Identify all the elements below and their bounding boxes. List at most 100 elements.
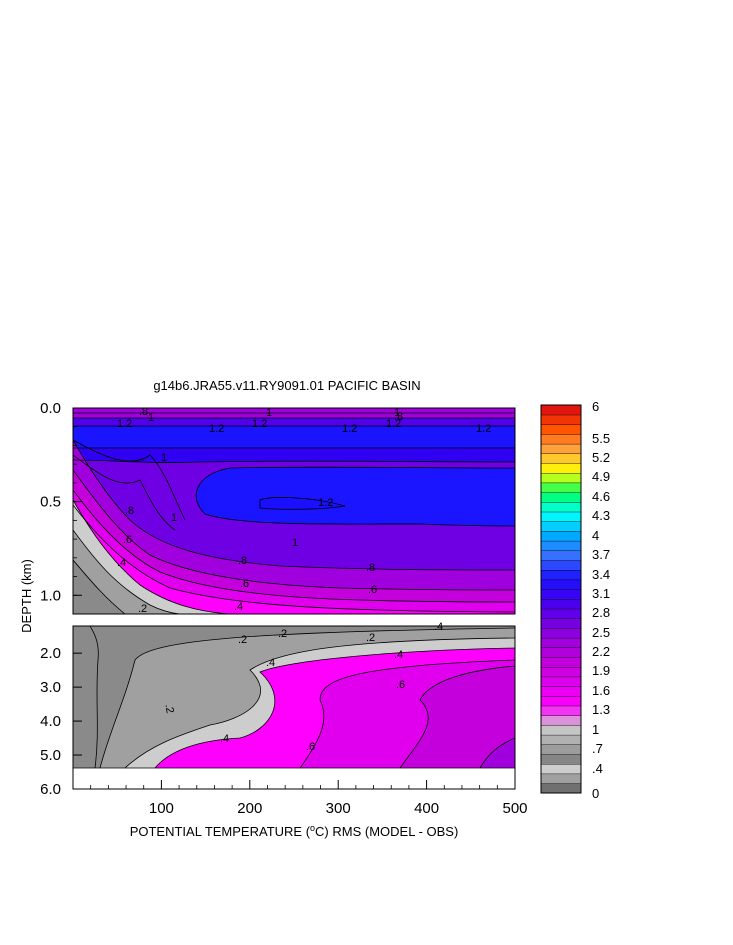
colorbar-band [540, 783, 582, 794]
contour-label: .2 [278, 628, 287, 640]
colorbar-label: 4.3 [592, 508, 610, 523]
colorbar-band [540, 618, 582, 629]
colorbar-band [540, 511, 582, 522]
x-axis-label-suffix: C) RMS (MODEL - OBS) [315, 824, 458, 839]
contour-label: 1 [394, 407, 400, 419]
colorbar-band [540, 414, 582, 425]
lower-magenta-4 [480, 738, 515, 768]
contour-label: .6 [396, 679, 405, 691]
contour-label: 1.2 [476, 423, 491, 435]
contour-label: 1.2 [117, 418, 132, 430]
core-1-2-cell [196, 467, 515, 526]
upper-panel [73, 408, 515, 614]
colorbar-label: 2.2 [592, 644, 610, 659]
contour-label: 1 [148, 412, 154, 424]
lower-contour-labels: .2 .2 .2 .4 .4 .4 .6 .2 .4 .6 [162, 621, 443, 753]
contour-label: .2 [366, 632, 375, 644]
colorbar-band [540, 705, 582, 716]
y-tick-label: 2.0 [40, 645, 61, 662]
lower-panel [73, 626, 515, 789]
contour-label: .8 [366, 562, 375, 574]
contour-label: .8 [139, 406, 148, 418]
colorbar-band [540, 433, 582, 445]
colorbar-band [540, 550, 582, 561]
contour-label: 1 [171, 512, 177, 524]
colorbar: 6 5.5 5.2 4.9 4.6 4.3 4 3.7 3.4 3.1 2.8 2.5 2.2 1.9 1.… [540, 399, 610, 801]
colorbar-band [540, 560, 582, 571]
colorbar-band [540, 647, 582, 658]
x-axis-label: POTENTIAL TEMPERATURE (oC) RMS (MODEL - … [130, 823, 459, 839]
colorbar-band [540, 676, 582, 687]
x-tick-label: 100 [149, 800, 174, 817]
axes: 100 200 300 400 500 0.0 0.5 1.0 2.0 3.0 4.0 5.0 6.0 [40, 400, 527, 817]
contour-label: .8 [394, 411, 403, 423]
colorbar-label: 1.3 [592, 702, 610, 717]
contour-label: 1 [161, 452, 167, 464]
y-tick-label: 3.0 [40, 679, 61, 696]
contour-label: .2 [138, 603, 147, 615]
contour-label: .4 [117, 557, 126, 569]
colorbar-band [540, 724, 582, 736]
x-axis-label-degree: o [310, 823, 315, 833]
colorbar-label: 3.7 [592, 547, 610, 562]
colorbar-band [540, 627, 582, 639]
colorbar-label: 4.9 [592, 469, 610, 484]
contour-label: .2 [162, 703, 175, 714]
colorbar-label: 3.4 [592, 567, 610, 582]
colorbar-band [540, 424, 582, 435]
colorbar-band [540, 598, 582, 610]
y-tick-label: 4.0 [40, 713, 61, 730]
colorbar-label: 1.6 [592, 683, 610, 698]
x-tick-label: 200 [237, 800, 262, 817]
colorbar-band [540, 589, 582, 600]
colorbar-label: .7 [592, 741, 603, 756]
magenta-wedge-3 [73, 490, 515, 614]
colorbar-label: 1.9 [592, 663, 610, 678]
core-1-3-cell [259, 497, 346, 510]
contour-label: .8 [125, 505, 134, 517]
colorbar-band [540, 686, 582, 697]
y-axis-label: DEPTH (km) [19, 559, 34, 633]
lower-contours [73, 626, 515, 769]
colorbar-label: 4.6 [592, 489, 610, 504]
x-tick-label: 400 [414, 800, 439, 817]
contour-label: .8 [238, 555, 247, 567]
colorbar-band [540, 754, 582, 765]
colorbar-label: 3.1 [592, 586, 610, 601]
contour-label: 1 [292, 537, 298, 549]
colorbar-band [540, 657, 582, 668]
contour-label: 1.2 [209, 423, 224, 435]
colorbar-band [540, 763, 582, 775]
contour-label: .4 [394, 649, 403, 661]
contour-label: .6 [368, 584, 377, 596]
contour-label: .6 [306, 741, 315, 753]
contour-label: .4 [434, 621, 443, 633]
colorbar-label: 6 [592, 399, 599, 414]
colorbar-band [540, 579, 582, 590]
contour-label: .4 [220, 733, 229, 745]
y-tick-label: 1.0 [40, 587, 61, 604]
magenta-wedge-2 [73, 470, 515, 614]
contour-label: .4 [234, 601, 243, 613]
colorbar-label: 2.8 [592, 605, 610, 620]
x-tick-label: 500 [502, 800, 527, 817]
contour-label: .6 [240, 578, 249, 590]
contour-label: .4 [266, 657, 275, 669]
contour-label: 1.2 [252, 418, 267, 430]
colorbar-band [540, 569, 582, 581]
upper-contour-labels: .8 1 1.2 1.2 1.2 1.2 1.2 1.2 1 1 .8 .6 .… [117, 406, 491, 615]
blue-band [73, 426, 515, 448]
colorbar-band [540, 744, 582, 755]
colorbar-band [540, 463, 582, 474]
colorbar-band [540, 404, 582, 416]
lower-empty-strip [73, 768, 515, 789]
colorbar-band [540, 773, 582, 784]
colorbar-band [540, 482, 582, 493]
y-tick-label: 6.0 [40, 781, 61, 798]
colorbar-band [540, 443, 582, 454]
colorbar-label: 1 [592, 722, 599, 737]
contour-label: 1 [266, 407, 272, 419]
colorbar-label: 2.5 [592, 625, 610, 640]
colorbar-band [540, 492, 582, 503]
